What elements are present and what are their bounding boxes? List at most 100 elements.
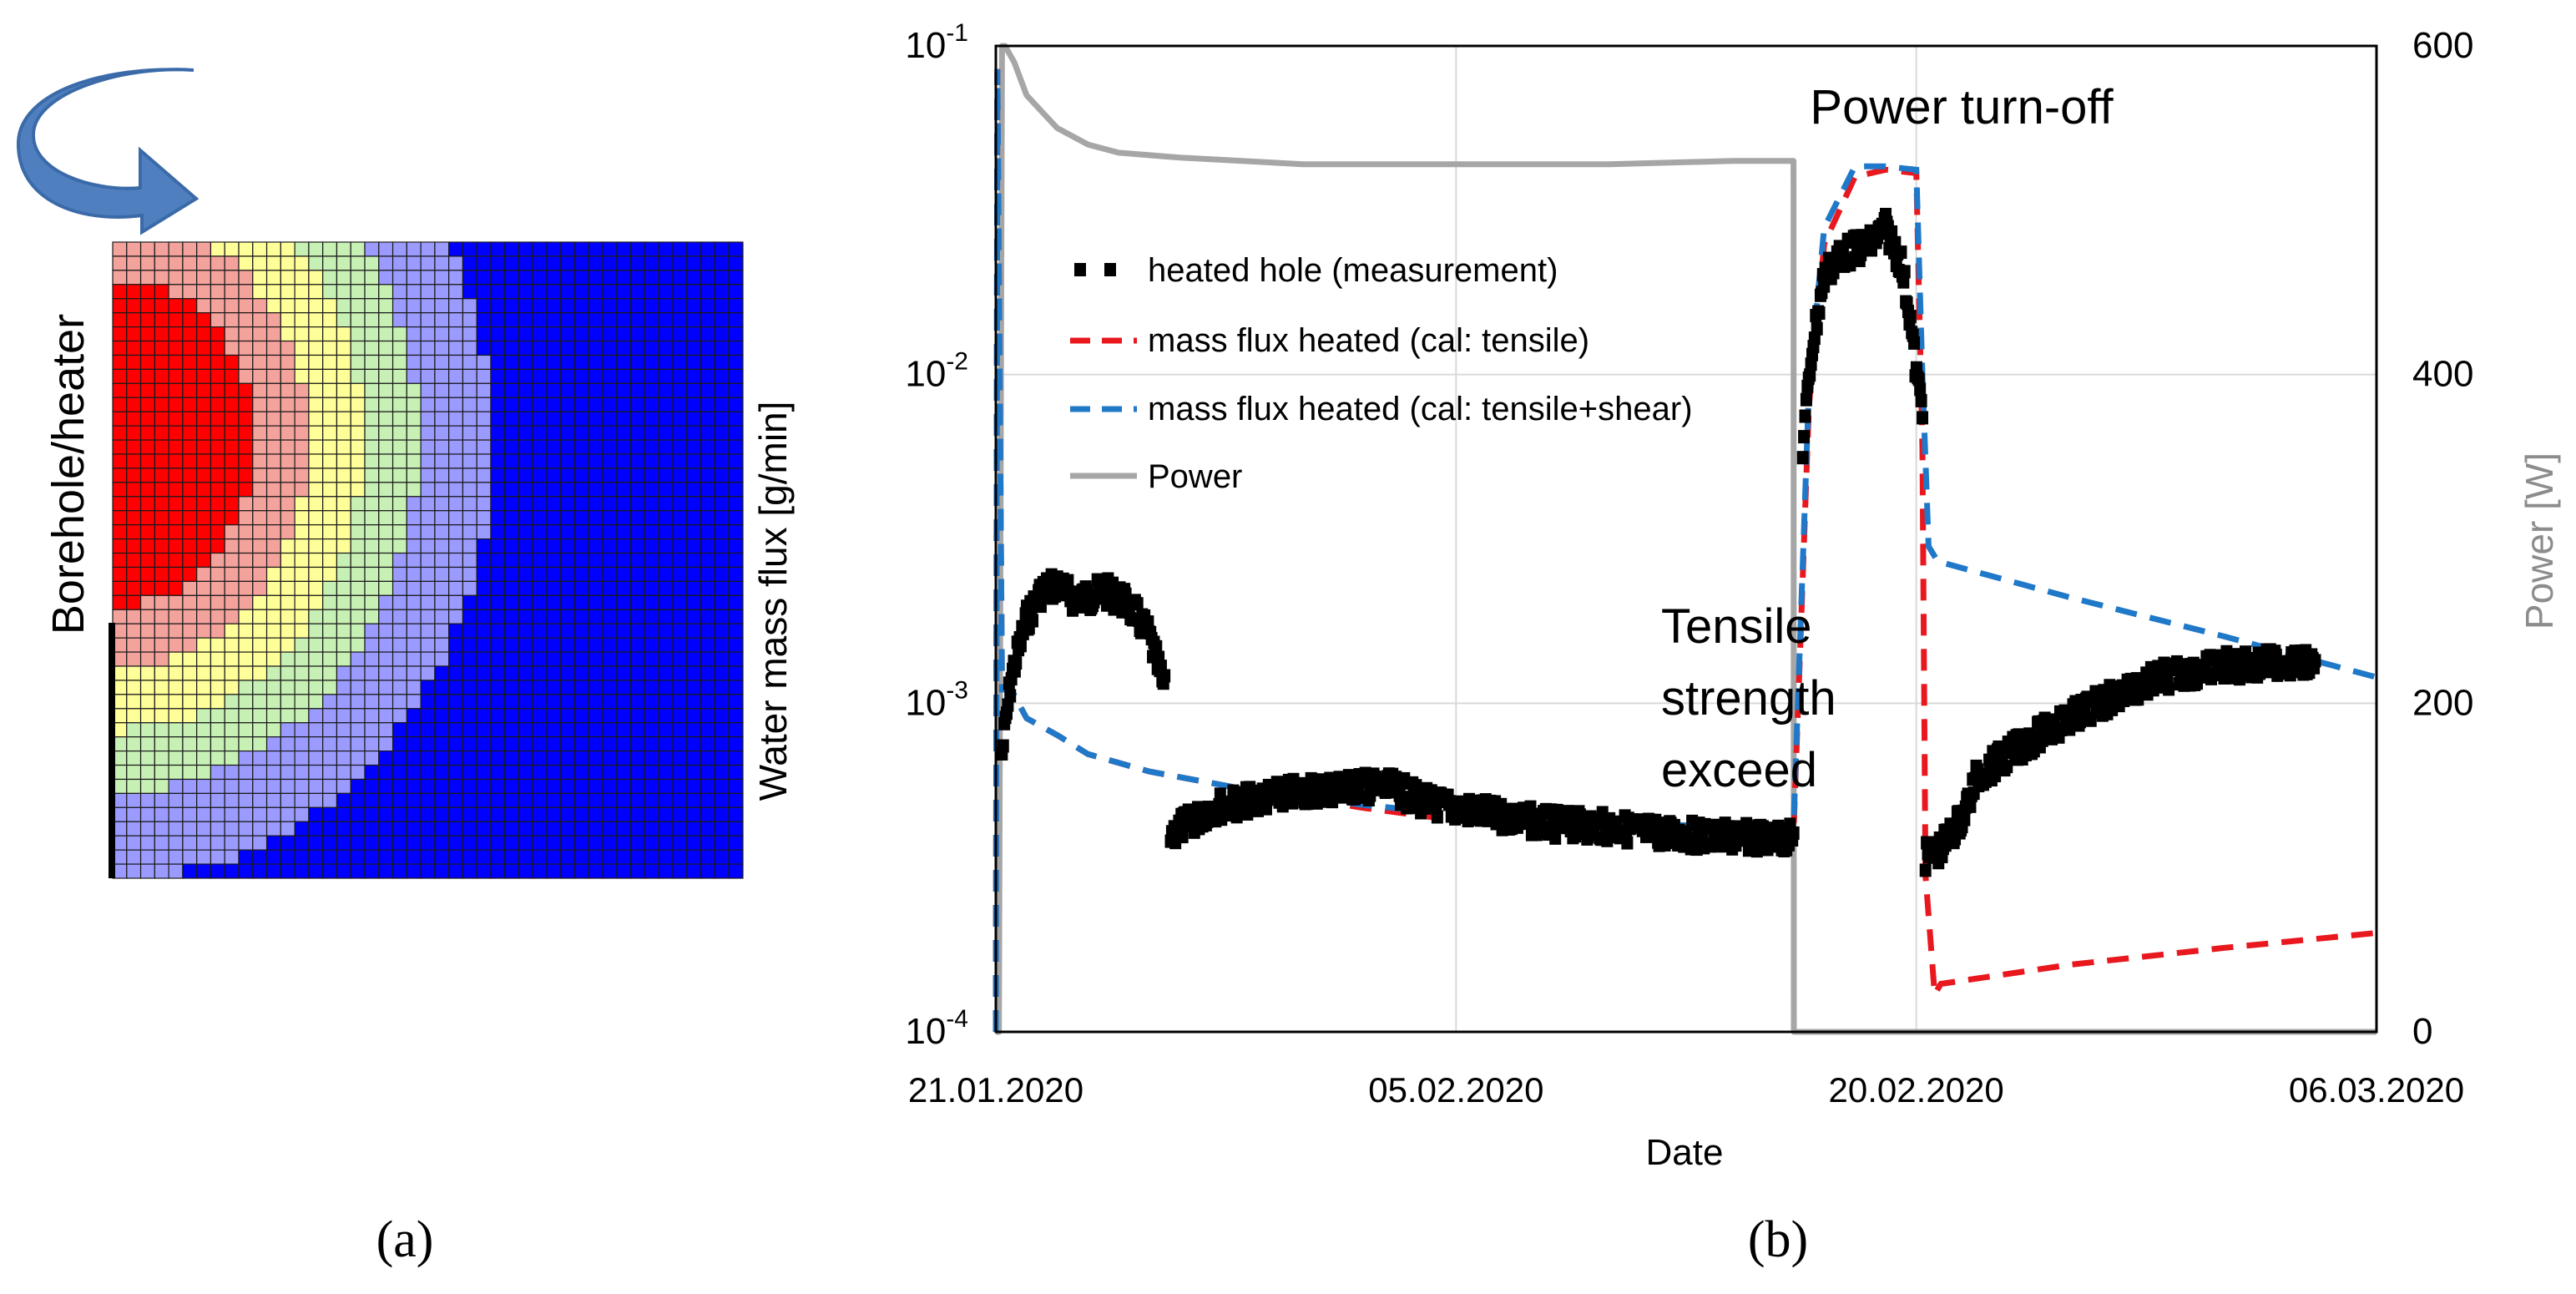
mesh-cell xyxy=(364,708,380,724)
mesh-cell xyxy=(658,326,674,342)
legend-marker-square xyxy=(1074,263,1086,276)
mesh-cell xyxy=(420,552,436,569)
mesh-cell xyxy=(602,821,618,837)
mesh-cell xyxy=(672,764,688,781)
mesh-cell xyxy=(728,468,744,483)
mesh-cell xyxy=(238,326,254,342)
mesh-cell xyxy=(602,651,618,667)
mesh-cell xyxy=(224,651,240,667)
mesh-cell xyxy=(658,312,674,328)
mesh-cell xyxy=(154,778,169,795)
mesh-cell xyxy=(532,510,548,526)
mesh-cell xyxy=(154,382,169,398)
mesh-cell xyxy=(154,750,169,766)
mesh-cell xyxy=(139,241,155,257)
mesh-cell xyxy=(126,468,142,483)
mesh-cell xyxy=(210,340,225,356)
mesh-cell xyxy=(686,298,702,314)
mesh-cell xyxy=(294,566,310,583)
mesh-cell xyxy=(560,694,576,710)
mesh-cell xyxy=(714,255,730,271)
mesh-cell xyxy=(532,609,548,624)
mesh-cell xyxy=(378,806,394,822)
mesh-cell xyxy=(391,382,407,398)
mesh-cell xyxy=(224,849,240,865)
mesh-cell xyxy=(420,821,436,837)
mesh-cell xyxy=(560,340,576,356)
mesh-cell xyxy=(350,298,366,314)
mesh-cell xyxy=(714,580,730,596)
mesh-cell xyxy=(182,566,198,583)
mesh-cell xyxy=(294,806,310,822)
legend-entry-measurement: heated hole (measurement) xyxy=(1074,252,1558,289)
mesh-cell xyxy=(238,354,254,371)
mesh-cell xyxy=(154,792,169,808)
mesh-cell xyxy=(350,651,366,667)
mesh-cell xyxy=(210,680,225,695)
mesh-cell xyxy=(252,849,268,865)
mesh-cell xyxy=(420,665,436,681)
mesh-cell xyxy=(420,496,436,512)
mesh-cell xyxy=(574,270,590,286)
y-left-tick-label: 10-1 xyxy=(905,19,968,66)
mesh-cell xyxy=(168,609,184,624)
mesh-cell xyxy=(658,821,674,837)
mesh-cell xyxy=(672,538,688,554)
mesh-cell xyxy=(686,764,702,781)
mesh-cell xyxy=(700,863,716,879)
mesh-cell xyxy=(532,566,548,583)
mesh-cell xyxy=(560,255,576,271)
mesh-cell xyxy=(728,764,744,781)
mesh-cell xyxy=(476,270,492,286)
mesh-cell xyxy=(560,284,576,300)
mesh-cell xyxy=(168,722,184,738)
mesh-cell xyxy=(126,849,142,865)
mesh-cell xyxy=(532,439,548,455)
mesh-cell xyxy=(196,835,212,851)
mesh-cell xyxy=(602,722,618,738)
mesh-cell xyxy=(168,750,184,766)
mesh-cell xyxy=(532,255,548,271)
mesh-cell xyxy=(420,468,436,483)
mesh-cell xyxy=(448,425,464,441)
mesh-cell xyxy=(504,552,520,569)
mesh-cell xyxy=(616,354,632,371)
mesh-cell xyxy=(532,368,548,384)
mesh-cell xyxy=(672,510,688,526)
mesh-cell xyxy=(490,255,506,271)
mesh-cell xyxy=(112,382,128,398)
mesh-cell xyxy=(504,510,520,526)
mesh-cell xyxy=(574,439,590,455)
mesh-cell xyxy=(490,594,506,610)
mesh-cell xyxy=(686,806,702,822)
mesh-cell xyxy=(252,722,268,738)
mesh-cell xyxy=(139,764,155,781)
mesh-cell xyxy=(574,241,590,257)
legend-entry-tensile-shear: mass flux heated (cal: tensile+shear) xyxy=(1070,391,1693,427)
mesh-cell xyxy=(728,284,744,300)
mesh-cell xyxy=(224,594,240,610)
mesh-cell xyxy=(139,665,155,681)
mesh-cell xyxy=(322,821,338,837)
mesh-cell xyxy=(252,453,268,469)
mesh-cell xyxy=(364,510,380,526)
mesh-cell xyxy=(700,524,716,540)
mesh-cell xyxy=(139,453,155,469)
mesh-cell xyxy=(364,284,380,300)
mesh-cell xyxy=(252,863,268,879)
mesh-cell xyxy=(336,609,351,624)
mesh-cell xyxy=(434,821,450,837)
mesh-cell xyxy=(686,241,702,257)
mesh-cell xyxy=(700,510,716,526)
mesh-cell xyxy=(364,792,380,808)
mesh-cell xyxy=(196,552,212,569)
mesh-cell xyxy=(308,538,324,554)
mesh-cell xyxy=(336,468,351,483)
x-tick-label: 20.02.2020 xyxy=(1829,1070,2004,1110)
mesh-cell xyxy=(546,665,562,681)
mesh-cell xyxy=(714,694,730,710)
mesh-cell xyxy=(196,284,212,300)
mesh-cell xyxy=(448,637,464,653)
mesh-cell xyxy=(574,806,590,822)
mesh-cell xyxy=(238,298,254,314)
